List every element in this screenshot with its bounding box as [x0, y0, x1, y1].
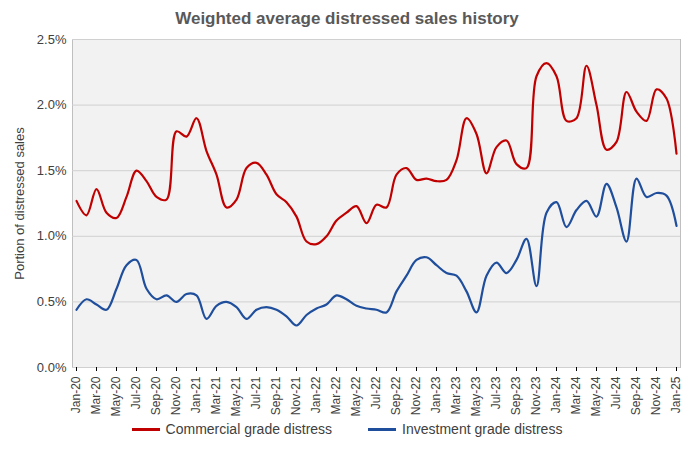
svg-text:Jan-22: Jan-22: [309, 376, 323, 413]
svg-text:Jul-23: Jul-23: [489, 376, 503, 409]
svg-text:Mar-23: Mar-23: [449, 376, 463, 414]
svg-text:Mar-21: Mar-21: [209, 376, 223, 414]
html-text:Weighted average distressed sa: Weighted average distressed sales histor…: [175, 9, 519, 28]
svg-text:Jul-21: Jul-21: [249, 376, 263, 409]
svg-text:Jan-20: Jan-20: [69, 376, 83, 413]
svg-text:Nov-23: Nov-23: [529, 376, 543, 415]
svg-text:Sep-20: Sep-20: [149, 376, 163, 415]
svg-text:Sep-24: Sep-24: [629, 376, 643, 415]
svg-text:Mar-22: Mar-22: [329, 376, 343, 414]
svg-text:Jan-24: Jan-24: [549, 376, 563, 413]
svg-text:Jul-20: Jul-20: [129, 376, 143, 409]
svg-text:0.0%: 0.0%: [37, 360, 67, 375]
svg-text:2.5%: 2.5%: [37, 33, 67, 47]
svg-text:Nov-24: Nov-24: [649, 376, 663, 415]
svg-text:May-20: May-20: [109, 376, 123, 416]
svg-text:Jul-24: Jul-24: [609, 376, 623, 409]
svg-text:Nov-20: Nov-20: [169, 376, 183, 415]
svg-text:May-21: May-21: [229, 376, 243, 416]
svg-text:Mar-20: Mar-20: [89, 376, 103, 414]
html-text:Commercial grade distress: Commercial grade distress: [165, 421, 333, 437]
svg-text:Jul-22: Jul-22: [369, 376, 383, 409]
svg-text:2.0%: 2.0%: [37, 97, 67, 112]
svg-text:Nov-21: Nov-21: [289, 376, 303, 415]
svg-text:1.0%: 1.0%: [37, 228, 67, 243]
svg-text:May-23: May-23: [469, 376, 483, 416]
svg-text:Portion of distressed sales: Portion of distressed sales: [12, 127, 27, 280]
svg-text:Sep-23: Sep-23: [509, 376, 523, 415]
svg-text:0.5%: 0.5%: [37, 294, 67, 309]
svg-text:Jan-23: Jan-23: [429, 376, 443, 413]
svg-text:Sep-22: Sep-22: [389, 376, 403, 415]
svg-text:Sep-21: Sep-21: [269, 376, 283, 415]
svg-text:Mar-24: Mar-24: [569, 376, 583, 414]
svg-text:May-22: May-22: [349, 376, 363, 416]
svg-text:May-24: May-24: [589, 376, 603, 416]
svg-text:1.5%: 1.5%: [37, 163, 67, 178]
svg-text:Jan-25: Jan-25: [669, 376, 683, 413]
svg-text:Nov-22: Nov-22: [409, 376, 423, 415]
svg-text:Jan-21: Jan-21: [189, 376, 203, 413]
html-text:Investment grade distress: Investment grade distress: [402, 421, 563, 437]
